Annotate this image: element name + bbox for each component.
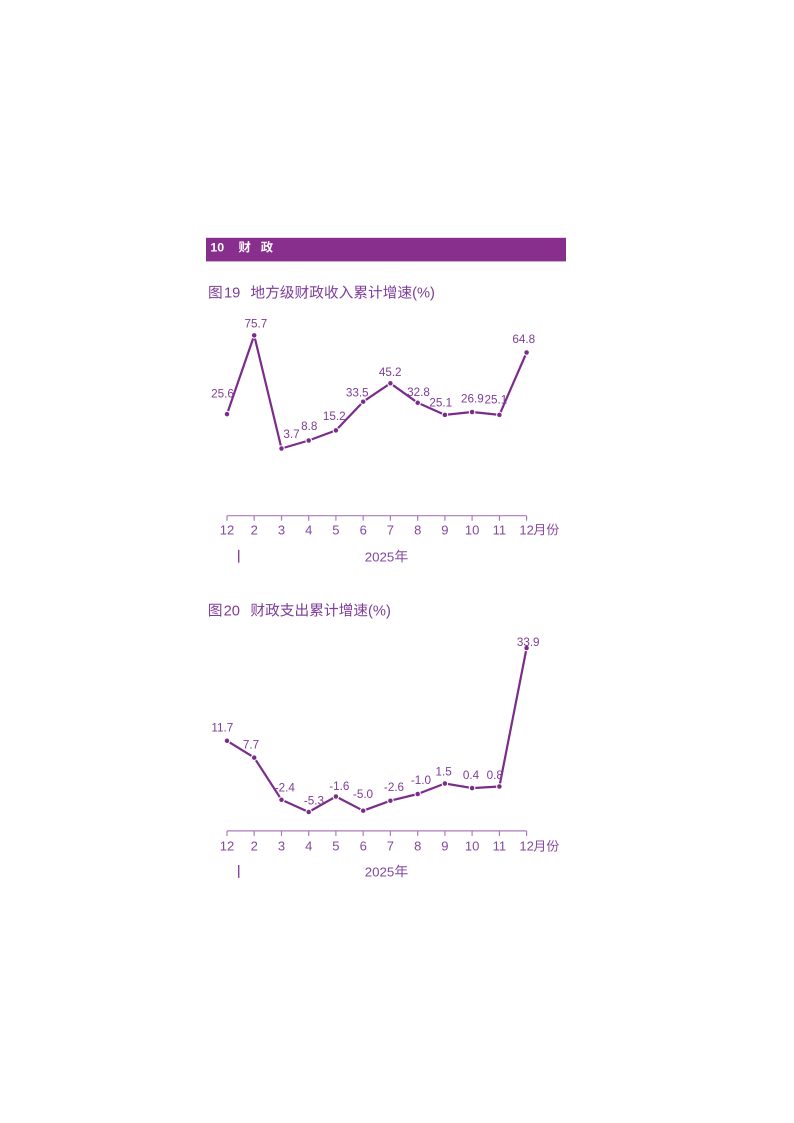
svg-text:10: 10 [210,240,224,254]
svg-text:9: 9 [441,839,448,854]
svg-text:5: 5 [332,839,339,854]
svg-text:2025: 2025 [365,864,395,879]
svg-text:12: 12 [220,522,234,537]
svg-text:25.1: 25.1 [485,394,508,407]
svg-text:15.2: 15.2 [323,410,346,423]
svg-text:25.1: 25.1 [429,396,452,409]
svg-text:8.8: 8.8 [301,420,317,433]
svg-text:20: 20 [224,603,240,619]
svg-text:3.7: 3.7 [283,428,299,441]
svg-text:-1.0: -1.0 [411,774,432,787]
svg-text:26.9: 26.9 [461,393,484,406]
svg-text:11: 11 [493,522,507,537]
svg-text:3: 3 [278,522,285,537]
svg-text:12: 12 [220,839,234,854]
svg-text:3: 3 [278,839,285,854]
svg-text:7: 7 [387,522,394,537]
svg-text:-1.6: -1.6 [329,780,349,793]
svg-text:0.8: 0.8 [487,769,503,782]
svg-text:10: 10 [465,522,479,537]
svg-text:2: 2 [251,522,258,537]
svg-text:1.5: 1.5 [435,766,452,779]
svg-text:-5.0: -5.0 [353,788,374,801]
svg-text:2025: 2025 [365,549,395,564]
svg-text:(%): (%) [368,603,391,619]
svg-text:7: 7 [387,839,394,854]
svg-text:75.7: 75.7 [245,317,268,330]
svg-text:6: 6 [360,522,367,537]
svg-text:4: 4 [305,522,312,537]
svg-text:64.8: 64.8 [512,333,535,346]
svg-text:9: 9 [441,522,448,537]
svg-text:33.5: 33.5 [346,387,369,400]
svg-text:8: 8 [414,522,421,537]
svg-text:-2.6: -2.6 [384,781,404,794]
svg-text:4: 4 [305,839,312,854]
svg-text:33.9: 33.9 [517,636,540,649]
svg-text:0.4: 0.4 [463,769,480,782]
svg-text:11.7: 11.7 [211,722,233,735]
svg-text:-2.4: -2.4 [275,781,296,794]
svg-text:2: 2 [251,839,258,854]
svg-text:-5.3: -5.3 [304,795,324,808]
svg-text:10: 10 [465,839,479,854]
svg-text:(%): (%) [412,286,435,302]
svg-text:7.7: 7.7 [243,739,259,752]
svg-text:12: 12 [519,839,533,854]
svg-text:25.6: 25.6 [211,388,234,401]
svg-text:32.8: 32.8 [407,386,430,399]
svg-text:8: 8 [414,839,421,854]
svg-text:12: 12 [519,522,533,537]
svg-text:19: 19 [224,286,240,302]
svg-text:6: 6 [360,839,367,854]
svg-text:5: 5 [332,522,339,537]
svg-text:45.2: 45.2 [379,366,402,379]
svg-text:11: 11 [493,839,507,854]
